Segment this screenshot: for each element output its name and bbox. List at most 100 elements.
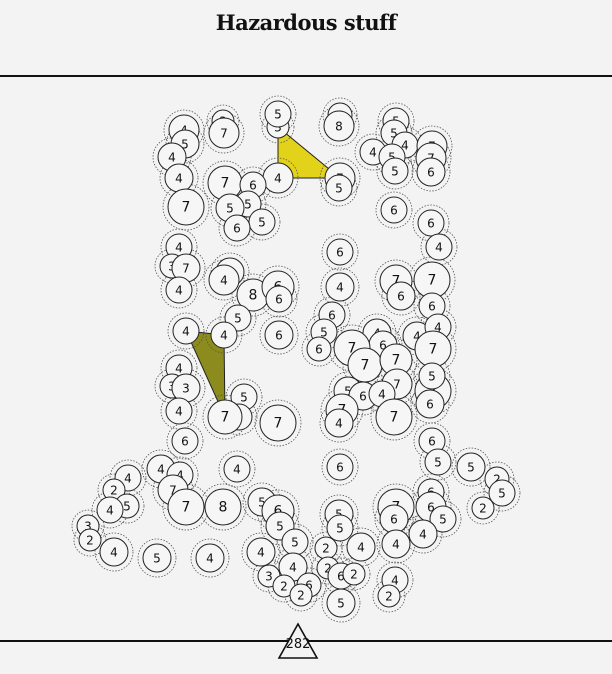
- node-halo: [319, 403, 359, 443]
- node-value: 6: [428, 300, 436, 314]
- number-node[interactable]: 7: [413, 261, 451, 299]
- number-node[interactable]: 5: [281, 528, 309, 556]
- number-node[interactable]: 4: [165, 276, 193, 304]
- number-node[interactable]: 2: [471, 496, 495, 520]
- node-value: 5: [181, 138, 189, 152]
- node-value: 5: [226, 202, 234, 216]
- node-circle: [96, 496, 124, 524]
- number-node[interactable]: 4: [425, 233, 453, 261]
- number-node[interactable]: 7: [167, 188, 205, 226]
- number-node[interactable]: 6: [386, 281, 416, 311]
- node-circle: [326, 453, 354, 481]
- node-value: 5: [335, 508, 343, 522]
- node-halo: [320, 267, 360, 307]
- number-node[interactable]: 6: [415, 389, 445, 419]
- number-node[interactable]: 2: [314, 536, 338, 560]
- number-node[interactable]: 4: [99, 537, 129, 567]
- node-value: 7: [220, 127, 228, 141]
- number-node[interactable]: 7: [167, 488, 205, 526]
- number-node[interactable]: 6: [264, 320, 294, 350]
- node-circle: [326, 238, 354, 266]
- number-node[interactable]: 5: [488, 479, 516, 507]
- number-node[interactable]: 5: [325, 174, 353, 202]
- node-circle: [325, 174, 353, 202]
- number-node[interactable]: 4: [262, 162, 294, 194]
- number-node[interactable]: 5: [456, 452, 486, 482]
- number-node[interactable]: 4: [408, 519, 438, 549]
- number-node[interactable]: 4: [172, 317, 200, 345]
- number-node[interactable]: 2: [377, 584, 401, 608]
- number-node[interactable]: 5: [326, 514, 354, 542]
- number-node[interactable]: 5: [381, 157, 409, 185]
- node-halo: [374, 338, 418, 382]
- number-node[interactable]: 7: [259, 404, 297, 442]
- node-halo: [166, 368, 206, 408]
- number-node[interactable]: 7: [208, 117, 240, 149]
- number-node[interactable]: 6: [417, 209, 445, 237]
- number-node[interactable]: 4: [210, 321, 238, 349]
- node-value: 4: [434, 321, 442, 335]
- number-node[interactable]: 2: [289, 583, 313, 607]
- number-node[interactable]: 5: [264, 100, 292, 128]
- node-halo: [254, 399, 302, 447]
- node-value: 6: [305, 579, 313, 593]
- number-node[interactable]: 4: [324, 408, 354, 438]
- node-value: 4: [392, 538, 400, 552]
- number-node[interactable]: 4: [208, 264, 240, 296]
- number-node[interactable]: 4: [223, 455, 251, 483]
- number-node[interactable]: 7: [171, 253, 201, 283]
- number-node[interactable]: 7: [347, 347, 383, 383]
- number-node[interactable]: 5: [418, 362, 446, 390]
- number-node[interactable]: 6: [223, 214, 251, 242]
- number-node[interactable]: 6: [416, 157, 446, 187]
- node-value: 7: [348, 341, 357, 357]
- number-node[interactable]: 8: [323, 110, 355, 142]
- number-node[interactable]: 6: [326, 238, 354, 266]
- number-node[interactable]: 4: [195, 543, 225, 573]
- number-node[interactable]: 5: [248, 208, 276, 236]
- node-halo: [260, 506, 300, 546]
- node-halo: [479, 461, 515, 497]
- number-node[interactable]: 7: [375, 398, 413, 436]
- node-circle: [417, 209, 445, 237]
- node-value: 5: [337, 597, 345, 611]
- node-value: 4: [175, 362, 183, 376]
- node-circle: [208, 264, 240, 296]
- number-node[interactable]: 7: [207, 399, 243, 435]
- node-value: 5: [498, 487, 506, 501]
- number-node[interactable]: 5: [424, 448, 452, 476]
- number-node[interactable]: 5: [326, 588, 356, 618]
- number-node[interactable]: 4: [246, 537, 276, 567]
- number-node[interactable]: 6: [306, 336, 332, 362]
- number-node[interactable]: 4: [165, 397, 193, 425]
- node-circle: [429, 505, 457, 533]
- number-node[interactable]: 6: [379, 504, 409, 534]
- node-halo: [257, 157, 299, 199]
- node-value: 2: [86, 534, 94, 548]
- number-node[interactable]: 4: [325, 272, 355, 302]
- node-circle: [289, 583, 313, 607]
- node-value: 5: [344, 385, 352, 399]
- number-node[interactable]: 2: [342, 562, 366, 586]
- number-node[interactable]: 4: [346, 532, 376, 562]
- node-value: 4: [175, 284, 183, 298]
- number-node[interactable]: 5: [429, 505, 457, 533]
- number-node[interactable]: 6: [265, 285, 293, 313]
- number-node[interactable]: 4: [96, 496, 124, 524]
- number-node[interactable]: 2: [78, 528, 102, 552]
- number-node[interactable]: 6: [380, 196, 408, 224]
- number-node[interactable]: 6: [326, 453, 354, 481]
- number-node[interactable]: 4: [164, 163, 194, 193]
- node-value: 6: [249, 179, 257, 193]
- number-node[interactable]: 8: [204, 488, 242, 526]
- number-node[interactable]: 6: [171, 427, 199, 455]
- node-value: 5: [234, 312, 242, 326]
- number-node[interactable]: 7: [414, 330, 452, 368]
- node-value: 5: [153, 552, 161, 566]
- node-value: 4: [435, 241, 443, 255]
- number-node[interactable]: 5: [142, 543, 172, 573]
- number-node[interactable]: 4: [381, 529, 411, 559]
- node-value: 4: [176, 469, 184, 483]
- node-value: 4: [175, 172, 183, 186]
